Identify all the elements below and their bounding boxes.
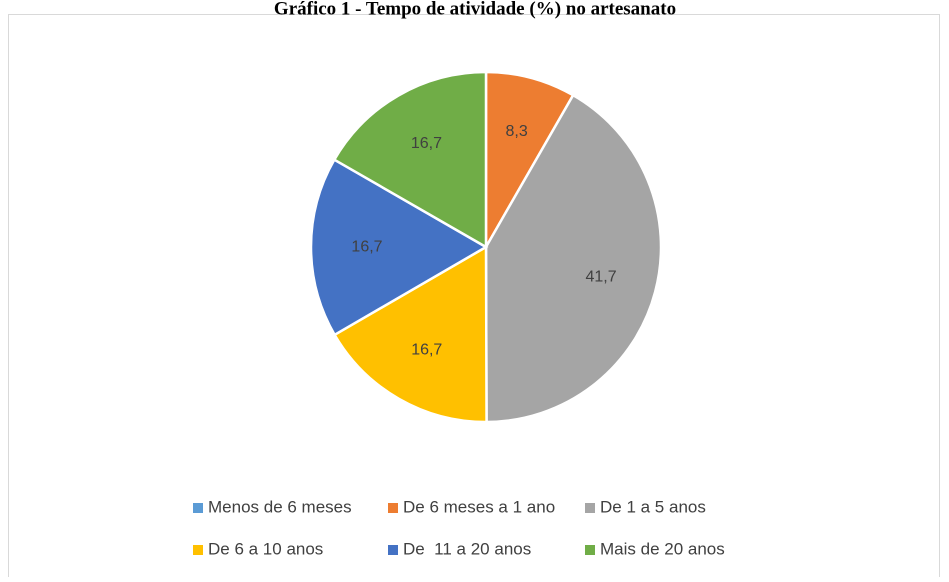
data-label: 41,7	[585, 269, 616, 286]
data-label: 8,3	[506, 123, 528, 140]
legend-label: De 6 a 10 anos	[208, 539, 323, 558]
pie-slice	[484, 70, 575, 252]
legend-swatch	[388, 503, 398, 513]
pie-slice	[309, 157, 489, 337]
legend-swatch	[585, 503, 595, 513]
pie-slice	[484, 93, 663, 424]
legend-label: Menos de 6 meses	[208, 497, 352, 516]
legend-swatch	[193, 503, 203, 513]
legend-label: Mais de 20 anos	[600, 539, 725, 558]
legend-label: De 1 a 5 anos	[600, 497, 706, 516]
data-label: 16,7	[411, 341, 442, 358]
data-label: 16,7	[411, 135, 442, 152]
legend-label: De 6 meses a 1 ano	[403, 497, 555, 516]
legend-label: De 11 a 20 anos	[403, 539, 531, 558]
legend-swatch	[193, 545, 203, 555]
chart-title: Gráfico 1 - Tempo de atividade (%) no ar…	[274, 0, 676, 19]
legend-swatch	[585, 545, 595, 555]
pie-slice	[332, 70, 488, 250]
data-label: 16,7	[351, 238, 382, 255]
pie-slice	[332, 244, 488, 424]
legend-swatch	[388, 545, 398, 555]
